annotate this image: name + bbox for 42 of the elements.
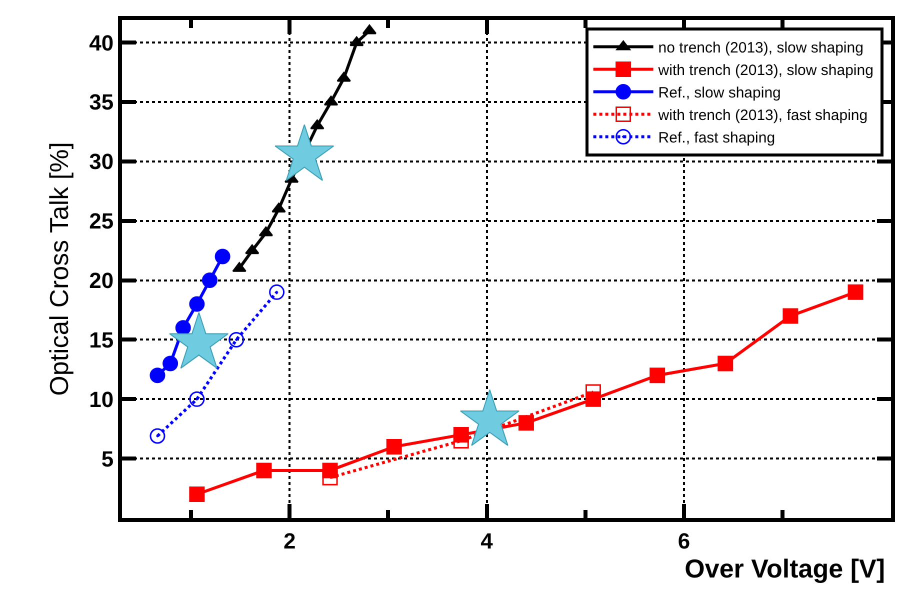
x-tick-label: 6 bbox=[678, 528, 690, 554]
point bbox=[202, 272, 218, 288]
point bbox=[782, 308, 798, 324]
point bbox=[322, 470, 338, 486]
point bbox=[650, 368, 666, 384]
y-axis-title: Optical Cross Talk [%] bbox=[44, 142, 74, 396]
y-tick-label: 30 bbox=[89, 149, 114, 174]
point bbox=[214, 248, 230, 264]
point bbox=[189, 486, 205, 502]
legend-label: with trench (2013), fast shaping bbox=[657, 107, 868, 124]
point bbox=[518, 415, 534, 431]
point bbox=[718, 356, 734, 372]
x-tick-label: 2 bbox=[283, 528, 296, 554]
point bbox=[150, 428, 166, 444]
point bbox=[150, 368, 166, 384]
point bbox=[189, 296, 205, 312]
legend-label: Ref., slow shaping bbox=[658, 84, 781, 102]
y-tick-label: 40 bbox=[89, 30, 114, 56]
y-tick-label: 15 bbox=[89, 327, 114, 352]
point bbox=[848, 284, 864, 300]
point bbox=[189, 391, 205, 407]
point bbox=[256, 462, 272, 478]
point bbox=[269, 284, 285, 300]
point bbox=[453, 432, 469, 448]
y-tick-label: 5 bbox=[101, 446, 114, 472]
x-tick-label: 4 bbox=[480, 528, 494, 554]
point bbox=[350, 36, 364, 46]
point bbox=[245, 244, 260, 254]
legend-label: no trench (2013), slow shaping bbox=[658, 40, 864, 57]
point bbox=[324, 96, 338, 106]
y-tick-label: 35 bbox=[89, 90, 114, 115]
y-tick-label: 10 bbox=[89, 386, 114, 412]
legend-label: Ref., fast shaping bbox=[658, 130, 776, 147]
point bbox=[386, 438, 402, 454]
point bbox=[228, 332, 244, 348]
x-axis-title: Over Voltage [V] bbox=[684, 553, 885, 584]
point bbox=[362, 24, 377, 34]
legend-label: with trench (2013), slow shaping bbox=[657, 62, 874, 80]
point bbox=[162, 356, 178, 372]
point bbox=[336, 72, 351, 82]
y-tick-label: 25 bbox=[89, 208, 114, 234]
y-tick-label: 20 bbox=[89, 268, 114, 293]
